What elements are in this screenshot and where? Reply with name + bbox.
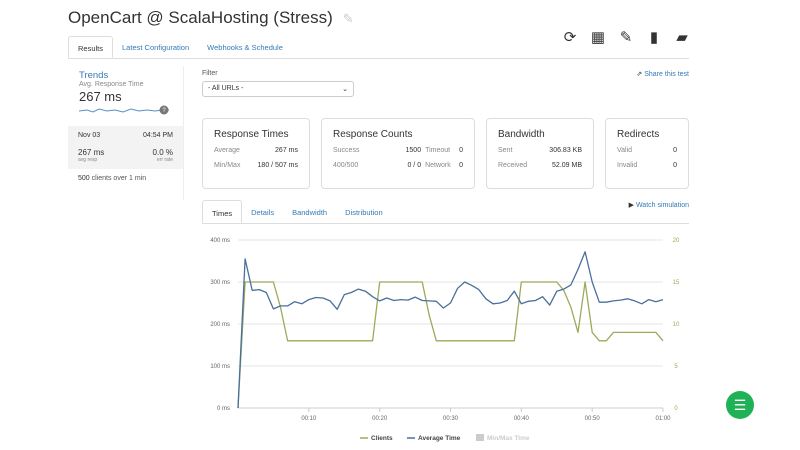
run-avg: 267 ms bbox=[78, 148, 105, 157]
tab-times[interactable]: Times bbox=[202, 200, 243, 223]
x-tick: 01:00 bbox=[655, 416, 671, 422]
y-left-tick: 400 ms bbox=[210, 238, 230, 244]
share-link[interactable]: ⇗ Share this test bbox=[636, 71, 689, 78]
clients-summary: 500 clients over 1 min bbox=[78, 175, 147, 182]
trends-heading[interactable]: Trends bbox=[79, 70, 109, 81]
help-badge-icon[interactable] bbox=[159, 105, 169, 115]
legend-swatch bbox=[476, 434, 484, 441]
trend-metric-value: 267 ms bbox=[79, 89, 122, 104]
series-average-time-line bbox=[237, 251, 664, 409]
y-left-tick: 300 ms bbox=[210, 280, 230, 286]
sidebar: Trends Avg. Response Time 267 ms ? Nov 0… bbox=[68, 66, 184, 200]
y-right-tick: 15 bbox=[673, 280, 680, 286]
card-redirects: Redirects Valid 0 Invalid 0 bbox=[605, 118, 689, 189]
x-tick: 00:30 bbox=[443, 416, 459, 422]
calendar-icon[interactable]: ▦ bbox=[590, 29, 606, 46]
trend-metric-label: Avg. Response Time bbox=[79, 81, 144, 88]
title-text: OpenCart @ ScalaHosting (Stress) bbox=[68, 8, 333, 27]
y-left-tick: 100 ms bbox=[210, 364, 230, 370]
run-err-label: err rate bbox=[156, 157, 173, 163]
run-avg-label: avg resp bbox=[78, 157, 98, 163]
tab-distribution[interactable]: Distribution bbox=[345, 208, 383, 217]
chevron-down-icon: ⌄ bbox=[342, 86, 348, 93]
page-title: OpenCart @ ScalaHosting (Stress) ✎ bbox=[68, 8, 354, 28]
run-date: Nov 03 bbox=[78, 132, 101, 139]
response-time-chart: 0 ms 100 ms 200 ms 300 ms 400 ms 0 5 10 15 20 00:1… bbox=[210, 238, 680, 442]
svg-text:?: ? bbox=[162, 108, 166, 114]
y-right-tick: 0 bbox=[674, 406, 678, 412]
card-response-times: Response Times Average 267 ms Min/Max 180 … bbox=[202, 118, 310, 189]
edit-title-icon[interactable]: ✎ bbox=[342, 11, 354, 26]
y-left-tick: 0 ms bbox=[217, 406, 230, 412]
tab-webhooks-schedule[interactable]: Webhooks & Schedule bbox=[207, 43, 283, 52]
card-bandwidth: Bandwidth Sent 306.83 KB Received 52.09 MB bbox=[486, 118, 594, 189]
legend-item: Average Time bbox=[418, 435, 461, 442]
y-left-tick: 200 ms bbox=[210, 322, 230, 328]
tab-bandwidth[interactable]: Bandwidth bbox=[292, 208, 328, 217]
y-right-tick: 5 bbox=[674, 364, 678, 370]
main-tabs: Results Latest Configuration Webhooks & … bbox=[68, 36, 689, 59]
series-clients-line bbox=[237, 281, 664, 409]
folder-open-icon[interactable]: ▰ bbox=[676, 29, 688, 46]
tab-latest-configuration[interactable]: Latest Configuration bbox=[122, 43, 190, 52]
refresh-icon[interactable]: ⟳ bbox=[563, 29, 577, 46]
filter-label: Filter bbox=[202, 70, 218, 77]
run-time: 04:54 PM bbox=[143, 132, 173, 139]
legend-item: Min/Max Time bbox=[487, 435, 530, 442]
chat-icon[interactable]: ☰ bbox=[726, 391, 754, 419]
chart-tabs: Times Details Bandwidth Distribution bbox=[202, 200, 689, 224]
sparkline: ? bbox=[78, 105, 169, 115]
share-icon: ⇗ bbox=[636, 71, 643, 78]
y-right-tick: 20 bbox=[673, 238, 680, 244]
tab-details[interactable]: Details bbox=[251, 208, 275, 217]
card-response-counts: Response Counts Success 1500 Timeout 0 400/… bbox=[321, 118, 475, 189]
selected-run[interactable]: Nov 03 04:54 PM 267 ms 0.0 % avg resp err r… bbox=[68, 126, 183, 169]
watch-simulation-link[interactable]: ▶ Watch simulation bbox=[628, 202, 689, 209]
x-tick: 00:50 bbox=[585, 416, 601, 422]
x-tick: 00:10 bbox=[301, 416, 317, 422]
x-tick: 00:20 bbox=[372, 416, 388, 422]
tab-results[interactable]: Results bbox=[68, 36, 114, 58]
x-tick: 00:40 bbox=[514, 416, 530, 422]
y-right-tick: 10 bbox=[673, 322, 680, 328]
edit-icon[interactable]: ✎ bbox=[619, 29, 633, 46]
legend-item: Clients bbox=[371, 435, 393, 442]
url-filter-select[interactable]: - All URLs - ⌄ bbox=[202, 81, 354, 97]
play-icon: ▶ bbox=[628, 202, 634, 209]
filter: Filter - All URLs - ⌄ bbox=[202, 70, 354, 97]
run-err: 0.0 % bbox=[152, 148, 173, 157]
toolbar: ⟳ ▦ ✎ ▮ ▰ bbox=[562, 28, 690, 46]
file-icon[interactable]: ▮ bbox=[649, 29, 659, 46]
